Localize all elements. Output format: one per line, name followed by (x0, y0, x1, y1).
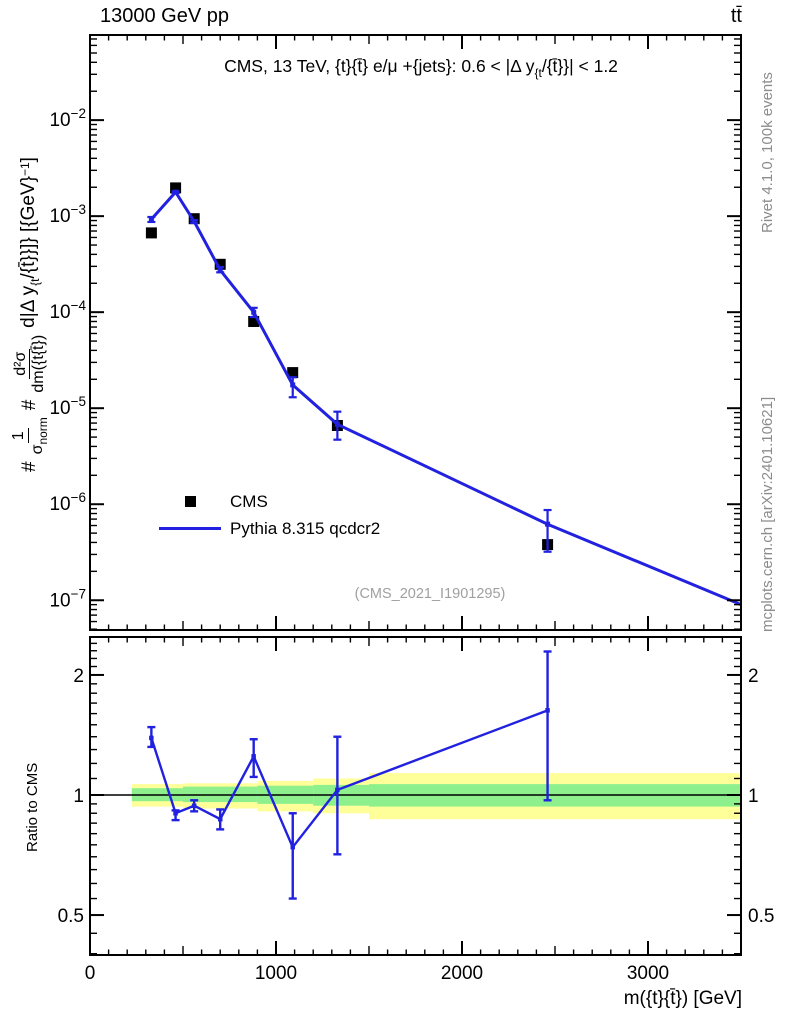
pythia-line-marker-icon (159, 527, 221, 530)
svg-text:0: 0 (85, 963, 96, 984)
svg-text:10−6: 10−6 (49, 490, 86, 515)
svg-text:10−4: 10−4 (49, 298, 86, 323)
ratio-y-axis-title: Ratio to CMS (24, 762, 41, 852)
main-y-axis-title: # 1 σnorm # d²σ dm({t{t̄}) d|Δ y{t/{t̄}}]}… (10, 157, 50, 472)
ylabel-hash-1: # (18, 461, 40, 472)
x-axis-title: m({t}{t̄}) [GeV] (623, 988, 742, 1009)
mcplots-reference-note: mcplots.cern.ch [arXiv:2401.10621] (759, 396, 776, 632)
legend-entry-pythia: Pythia 8.315 qcdcr2 (150, 515, 380, 542)
plot-title-post: /{t̄}}| < 1.2 (541, 56, 618, 76)
legend-label-pythia: Pythia 8.315 qcdcr2 (230, 518, 381, 538)
plot-title-sub: {t (534, 66, 542, 80)
legend: CMS Pythia 8.315 qcdcr2 (150, 488, 380, 542)
plot-title-pre: CMS, 13 TeV, {t}{t̄} e/μ +{jets}: 0.6 < … (224, 56, 535, 76)
pythia-curve-main (147, 189, 742, 606)
svg-text:10−5: 10−5 (49, 394, 86, 419)
svg-text:3000: 3000 (627, 963, 669, 984)
svg-text:1: 1 (748, 786, 759, 807)
svg-text:10−7: 10−7 (49, 586, 86, 611)
svg-text:10−3: 10−3 (49, 202, 86, 227)
ylabel-tail: d|Δ y{t/{t̄}}]} [{GeV}−1] (17, 157, 42, 328)
svg-text:1: 1 (73, 786, 84, 807)
pythia-ratio-curve (147, 650, 552, 900)
svg-text:0.5: 0.5 (748, 906, 774, 927)
svg-text:0.5: 0.5 (58, 906, 84, 927)
svg-text:1000: 1000 (255, 963, 297, 984)
plot-title: CMS, 13 TeV, {t}{t̄} e/μ +{jets}: 0.6 < … (115, 56, 727, 80)
legend-label-cms: CMS (230, 491, 268, 511)
svg-text:2: 2 (73, 666, 84, 687)
rivet-version-note: Rivet 4.1.0, 100k events (759, 72, 776, 233)
process-label: tt̄ (730, 5, 742, 27)
ylabel-fraction-dsigma: d²σ dm({t{t̄}) (11, 334, 48, 393)
cms-square-marker-icon (184, 496, 196, 507)
svg-text:10−2: 10−2 (49, 106, 86, 131)
legend-entry-cms: CMS (150, 488, 380, 515)
ylabel-fraction-norm: 1 σnorm (10, 417, 50, 455)
axis-ticks (89, 35, 741, 955)
axis-tick-labels: 10−2 10−3 10−4 10−5 10−6 10−7 0 1000 2000 3000 0.5… (49, 106, 774, 984)
analysis-id-watermark: (CMS_2021_I1901295) (354, 586, 506, 602)
svg-text:2000: 2000 (441, 963, 483, 984)
svg-text:2: 2 (748, 666, 759, 687)
beam-energy-label: 13000 GeV pp (100, 5, 229, 27)
ylabel-hash-2: # (18, 399, 40, 411)
